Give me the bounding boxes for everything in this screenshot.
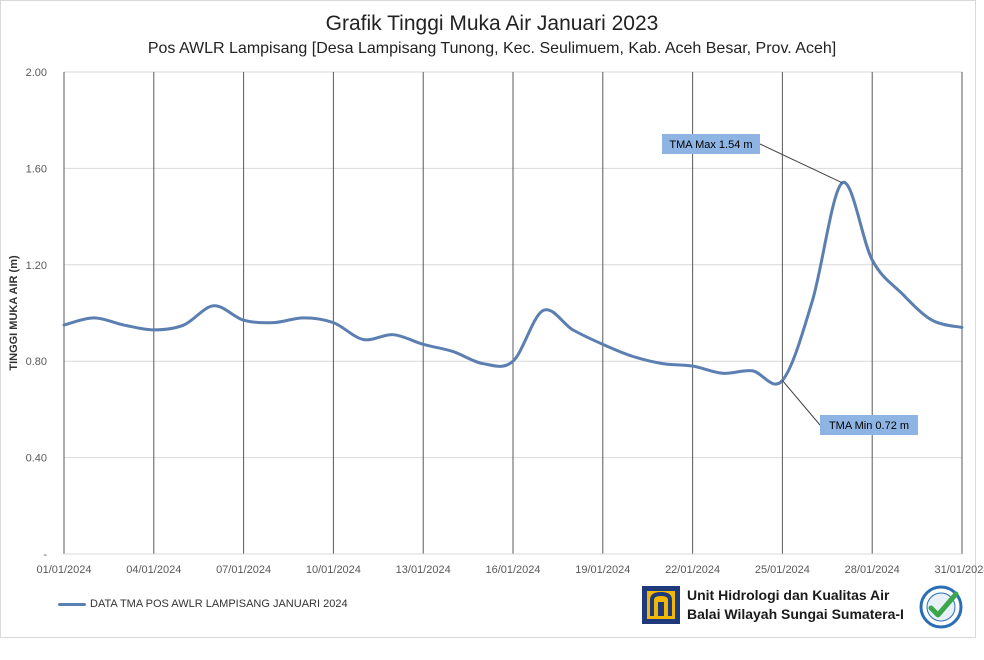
x-tick-label: 31/01/2024 [934,564,984,576]
annotation-leader [759,143,843,184]
x-tick-label: 19/01/2024 [575,564,630,576]
x-tick-label: 28/01/2024 [845,564,900,576]
annotation-label: TMA Max 1.54 m [669,139,752,151]
chart-title: Grafik Tinggi Muka Air Januari 2023 [325,12,659,35]
legend: DATA TMA POS AWLR LAMPISANG JANUARI 2024 [58,598,348,610]
x-tick-label: 04/01/2024 [126,564,181,576]
annotation-box [820,415,918,435]
y-tick-label: 0.80 [26,356,47,368]
pupr-logo-icon [642,586,680,624]
org-line-2: Balai Wilayah Sungai Sumatera-I [687,606,904,622]
y-tick-label: 2.00 [26,67,47,79]
org-line-1: Unit Hidrologi dan Kualitas Air [687,587,890,603]
y-tick-label: 0.40 [26,453,47,465]
series-line [62,181,964,386]
annotation-label: TMA Min 0.72 m [829,420,909,432]
x-tick-label: 16/01/2024 [485,564,540,576]
x-tick-label: 01/01/2024 [36,564,91,576]
annotation-box [662,134,760,154]
x-tick-label: 10/01/2024 [306,564,361,576]
iso-certified-badge-icon [919,585,963,629]
organization-footer: Unit Hidrologi dan Kualitas Air Balai Wi… [642,584,972,629]
x-tick-label: 25/01/2024 [755,564,810,576]
y-tick-label: - [43,549,47,561]
chart-frame [0,0,976,638]
chart-subtitle: Pos AWLR Lampisang [Desa Lampisang Tunon… [147,40,837,57]
x-tick-label: 22/01/2024 [665,564,720,576]
y-tick-label: 1.60 [26,163,47,175]
x-tick-label: 13/01/2024 [396,564,451,576]
legend-label: DATA TMA POS AWLR LAMPISANG JANUARI 2024 [90,598,348,610]
legend-swatch [58,602,86,606]
x-tick-label: 07/01/2024 [216,564,271,576]
y-tick-label: 1.20 [26,260,47,272]
annotation-leader [782,380,821,426]
